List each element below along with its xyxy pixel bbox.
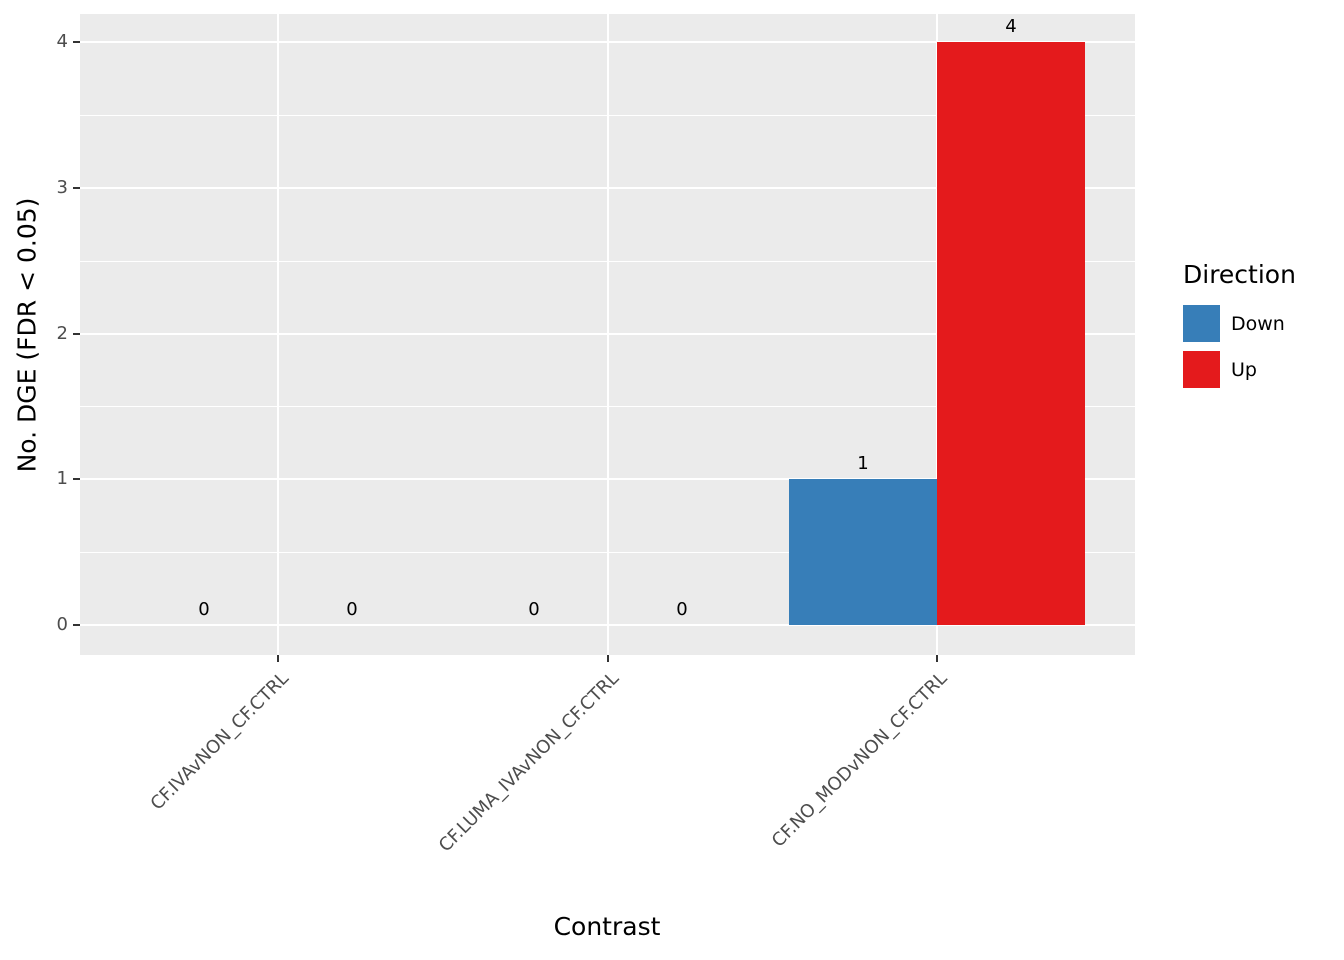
bar-value-label: 0 <box>346 599 358 620</box>
plot-panel: 0 0 1 0 0 4 <box>80 14 1135 655</box>
x-tick-label: CF.LUMA_IVAvNON_CF.CTRL <box>434 668 623 857</box>
x-tick-mark <box>936 655 938 662</box>
y-tick-mark <box>73 624 80 626</box>
legend-title: Direction <box>1183 260 1296 289</box>
legend-items: Down Up <box>1183 305 1296 388</box>
x-tick-mark <box>277 655 279 662</box>
gridline-vertical <box>277 14 279 655</box>
x-tick-mark <box>607 655 609 662</box>
y-tick-mark <box>73 186 80 189</box>
y-tick-label: 4 <box>56 31 68 52</box>
legend: Direction Down Up <box>1183 260 1296 397</box>
legend-item-label: Down <box>1231 312 1285 335</box>
y-tick-mark <box>73 332 80 335</box>
y-tick-mark <box>73 41 80 43</box>
y-tick-label: 2 <box>56 322 68 344</box>
bar-value-label: 4 <box>1005 16 1017 37</box>
bar-value-label: 0 <box>676 599 688 620</box>
legend-key-down <box>1183 305 1220 342</box>
bar-up <box>937 42 1085 625</box>
y-tick-label: 3 <box>56 176 68 198</box>
x-tick-label: CF.NO_MODvNON_CF.CTRL <box>768 668 952 852</box>
y-tick-label: 0 <box>56 614 68 635</box>
bar-down <box>789 479 937 625</box>
bar-value-label: 0 <box>198 599 210 620</box>
x-tick-label: CF.IVAvNON_CF.CTRL <box>146 668 293 815</box>
bar-value-label: 1 <box>857 453 869 475</box>
legend-key-up <box>1183 351 1220 388</box>
gridline-vertical <box>607 14 609 655</box>
x-axis-title: Contrast <box>553 912 661 941</box>
legend-item-label: Up <box>1231 358 1257 381</box>
y-tick-label: 1 <box>56 468 68 490</box>
bar-value-label: 0 <box>528 599 540 620</box>
y-tick-mark <box>73 478 80 481</box>
legend-item: Up <box>1183 351 1296 388</box>
legend-item: Down <box>1183 305 1296 342</box>
